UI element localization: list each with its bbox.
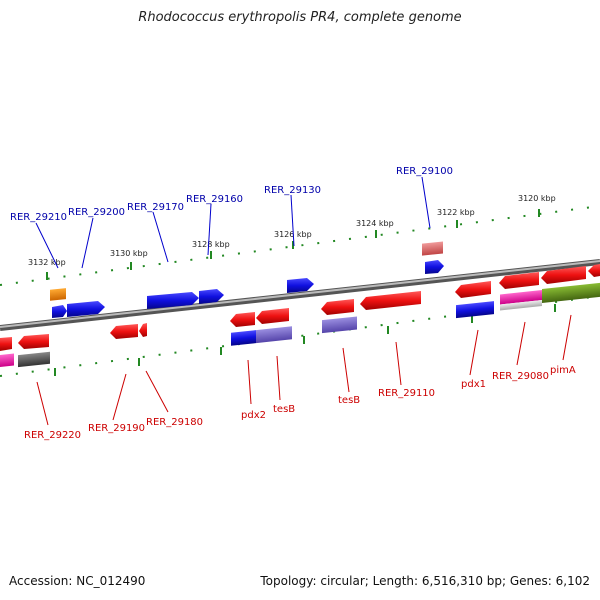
gene-label-rer-29200[interactable]: RER_29200 — [68, 207, 125, 218]
tick-label-3130: 3130 kbp — [110, 249, 148, 258]
gene-label-rer-29180[interactable]: RER_29180 — [146, 417, 203, 428]
gene-label-rer-29130[interactable]: RER_29130 — [264, 185, 321, 196]
gene-label-tesb-1[interactable]: tesB — [273, 404, 295, 415]
gene-pink[interactable] — [0, 353, 14, 367]
tick-label-3128: 3128 kbp — [192, 240, 230, 249]
gene-label-rer-29160[interactable]: RER_29160 — [186, 194, 243, 205]
gene-arrow[interactable] — [199, 289, 224, 304]
gene-arrow[interactable] — [256, 308, 289, 324]
gene-lavender[interactable] — [322, 316, 357, 334]
gene-label-rer-29170[interactable]: RER_29170 — [127, 202, 184, 213]
gene-arrow[interactable] — [110, 324, 138, 339]
gene-arrow[interactable] — [287, 278, 314, 293]
gene-arrow[interactable] — [0, 337, 12, 351]
accession-text: Accession: NC_012490 — [9, 574, 146, 588]
gene-arrow[interactable] — [18, 334, 49, 349]
gene-orange[interactable] — [50, 288, 66, 301]
gene-arrow[interactable] — [360, 291, 421, 310]
tick-label-3122: 3122 kbp — [437, 208, 475, 217]
gene-lavender[interactable] — [256, 326, 292, 344]
tick-label-3132: 3132 kbp — [28, 258, 66, 267]
reverse-genes — [0, 264, 600, 351]
gene-label-rer-29190[interactable]: RER_29190 — [88, 423, 145, 434]
gene-label-rer-29220[interactable]: RER_29220 — [24, 430, 81, 441]
gene-arrow[interactable] — [499, 272, 539, 289]
gene-arrow[interactable] — [52, 305, 67, 318]
gene-pink[interactable] — [500, 290, 542, 305]
map-title: Rhodococcus erythropolis PR4, complete g… — [138, 10, 462, 25]
tick-label-3124: 3124 kbp — [356, 219, 394, 228]
gene-arrow[interactable] — [321, 299, 354, 315]
gene-label-tesb-2[interactable]: tesB — [338, 395, 360, 406]
gene-arrow[interactable] — [147, 292, 199, 309]
gene-arrow[interactable] — [230, 312, 255, 327]
gene-arrow[interactable] — [541, 266, 586, 284]
gene-label-rer-29110[interactable]: RER_29110 — [378, 388, 435, 399]
scale-ticks-upper — [46, 209, 540, 280]
gene-arrow[interactable] — [67, 301, 105, 317]
gene-rose[interactable] — [422, 241, 443, 256]
gene-labels-bottom: RER_29220 RER_29190 RER_29180 pdx2 tesB … — [24, 365, 576, 441]
leader-lines-top — [35, 176, 431, 269]
topology-text: Topology: circular; Length: 6,516,310 bp… — [260, 574, 590, 588]
gene-light[interactable] — [500, 300, 542, 311]
leader-lines-bottom — [36, 314, 572, 426]
gene-blue-box[interactable] — [456, 301, 494, 319]
tick-label-3120: 3120 kbp — [518, 194, 556, 203]
genome-backbone — [0, 259, 600, 331]
other-genes — [0, 282, 600, 368]
gene-labels-top: RER_29210 RER_29200 RER_29170 RER_29160 … — [10, 166, 453, 223]
gene-arrow[interactable] — [588, 264, 600, 277]
gene-label-rer-29210[interactable]: RER_29210 — [10, 212, 67, 223]
gene-arrow[interactable] — [139, 323, 147, 337]
gene-label-rer-29100[interactable]: RER_29100 — [396, 166, 453, 177]
forward-genes — [50, 241, 444, 318]
gene-grey[interactable] — [18, 351, 50, 368]
gene-blue-box[interactable] — [231, 330, 256, 346]
gene-arrow[interactable] — [425, 260, 444, 274]
gene-label-rer-29080[interactable]: RER_29080 — [492, 371, 549, 382]
gene-arrow[interactable] — [455, 281, 491, 298]
gene-label-pdx2[interactable]: pdx2 — [241, 410, 266, 421]
gene-label-pima[interactable]: pimA — [550, 365, 576, 376]
gene-olive[interactable] — [542, 282, 600, 304]
gene-label-pdx1[interactable]: pdx1 — [461, 379, 486, 390]
